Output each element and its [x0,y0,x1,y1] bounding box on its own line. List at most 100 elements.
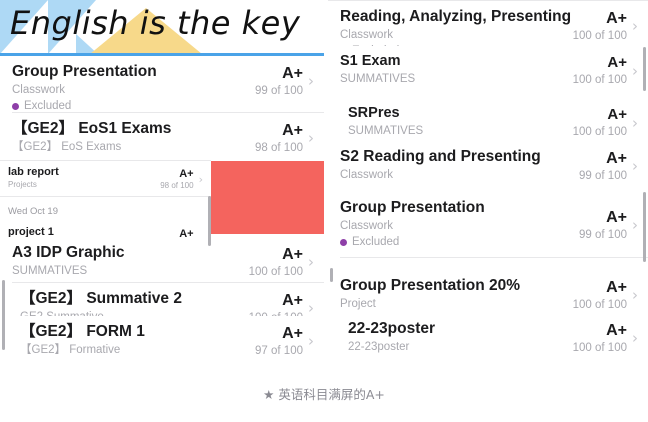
assignment-excluded: Excluded [340,235,559,249]
assignment-info: 【GE2】 Summative 2 GE2 Summative [20,290,235,318]
assignment-category: SUMMATIVES [340,72,416,85]
star-icon: ★ [263,387,275,402]
assignment-row[interactable]: 【GE2】 FORM 1 【GE2】 Formative A+ 97 of 10… [0,316,324,356]
assignment-row[interactable]: 22-23poster 22-23poster A+ 100 of 100 › [328,313,648,358]
chevron-right-icon[interactable]: › [308,129,314,148]
assignment-score: A+ 100 of 100 › [559,320,638,356]
right-column-scrollbar-3[interactable] [330,268,333,282]
assignment-score: A+ 100 of 100 › [235,244,314,280]
assignment-points: 100 of 100 [572,73,627,86]
right-panel-group-presentation: Group Presentation Classwork Excluded A+… [328,192,648,258]
chevron-right-icon[interactable]: › [198,173,203,187]
assignment-category: SUMMATIVES [12,264,88,277]
assignment-info: A3 IDP Graphic SUMMATIVES [12,244,235,278]
chevron-right-icon[interactable]: › [632,286,638,305]
assignment-points: 100 of 100 [572,341,627,354]
inset-scrollbar[interactable] [208,196,211,246]
assignment-category: Classwork [340,219,394,232]
assignment-title: Reading, Analyzing, Presenting [340,8,572,25]
assignment-row[interactable]: 【GE2】 EoS1 Exams 【GE2】 EoS Exams A+ 98 o… [0,113,324,160]
assignment-score: A+ 99 of 100 › [235,63,314,99]
assignment-info: Group Presentation 20% Project [340,277,559,311]
chevron-right-icon[interactable]: › [308,332,314,351]
assignment-points: 98 of 100 [160,181,194,191]
inset-panel-lab-report: lab report Projects A+ 98 of 100 › [0,160,211,205]
grade-wrap: A+ 100 of 100 [559,10,627,44]
assignment-score: A+ 98 of 100 › [235,120,314,156]
assignment-points: 98 of 100 [255,141,303,154]
right-panel-s2-reading: S2 Reading and Presenting Classwork A+ 9… [328,141,648,185]
assignment-grade: A+ [282,325,303,342]
banner-baseline [0,53,324,56]
row-divider [0,196,211,198]
assignment-title: Group Presentation [340,199,485,216]
assignment-grade: A+ [282,246,303,263]
assignment-row[interactable]: S1 Exam SUMMATIVES A+ 100 of 100 › [328,46,648,91]
excluded-label: Excluded [24,100,72,112]
red-color-block [211,161,324,234]
assignment-grade: A+ [606,279,627,296]
banner-title: English is the key [10,4,301,42]
assignment-category: 22-23poster [348,340,410,353]
right-column-scrollbar-2[interactable] [643,192,646,262]
assignment-points: 100 of 100 [248,265,303,278]
assignment-grade: A+ [282,292,303,309]
chevron-right-icon[interactable]: › [632,61,638,80]
assignment-excluded: Excluded [12,99,235,112]
assignment-row[interactable]: Group Presentation Classwork Excluded A+… [328,192,648,257]
chevron-right-icon[interactable]: › [308,72,314,91]
left-panel-a3-idp-graphic: A3 IDP Graphic SUMMATIVES A+ 100 of 100 … [0,237,324,282]
chevron-right-icon[interactable]: › [632,17,638,36]
assignment-title: 【GE2】 FORM 1 [20,323,145,340]
assignment-row[interactable]: S2 Reading and Presenting Classwork A+ 9… [328,141,648,185]
assignment-title: S1 Exam [340,53,401,69]
assignment-title: lab report [8,166,59,178]
assignment-row[interactable]: Group Presentation 20% Project A+ 100 of… [328,270,648,312]
excluded-dot-icon [340,238,347,246]
chevron-right-icon[interactable]: › [632,216,638,235]
assignment-score: A+ 100 of 100 › [559,277,638,312]
assignment-category: 【GE2】 Formative [20,343,121,356]
row-divider [12,282,324,283]
assignment-row[interactable]: SRPres SUMMATIVES A+ 100 of 100 › [328,98,648,144]
chevron-right-icon[interactable]: › [632,113,638,132]
left-column-scrollbar[interactable] [2,280,5,350]
assignment-title: A3 IDP Graphic [12,244,125,261]
caption-text: 英语科目满屏的A+ [278,387,385,402]
assignment-title: 22-23poster [348,320,436,337]
assignment-score: A+ 100 of 100 › [559,8,638,44]
assignment-category: Classwork [340,28,394,41]
assignment-row[interactable]: Group Presentation Classwork Excluded A+… [0,56,324,112]
right-column-scrollbar-1[interactable] [643,47,646,91]
grade-wrap: A+ 99 of 100 [235,65,303,99]
assignment-grade: A+ [607,106,627,123]
assignment-info: S2 Reading and Presenting Classwork [340,148,559,182]
assignment-grade: A+ [606,209,627,226]
assignment-info: 22-23poster 22-23poster [348,320,559,354]
chevron-right-icon[interactable]: › [308,299,314,318]
assignment-points: 99 of 100 [579,169,627,182]
banner-light-blue-triangle-1 [0,0,48,54]
assignment-points: 99 of 100 [255,84,303,97]
assignment-row[interactable]: Reading, Analyzing, Presenting Classwork… [328,1,648,51]
assignment-info: Reading, Analyzing, Presenting Classwork… [340,8,572,51]
left-panel-group-presentation: Group Presentation Classwork Excluded A+… [0,56,324,112]
excluded-dot-icon [12,102,19,110]
left-panel-form-1: 【GE2】 FORM 1 【GE2】 Formative A+ 97 of 10… [0,316,324,356]
grade-wrap: A+ 100 of 100 [235,292,303,318]
assignment-category: Projects [8,179,37,189]
chevron-right-icon[interactable]: › [632,157,638,176]
chevron-right-icon[interactable]: › [308,253,314,272]
assignment-score: A+ 99 of 100 › [559,148,638,184]
assignment-row[interactable]: lab report Projects A+ 98 of 100 › [0,161,211,197]
assignment-row[interactable]: A3 IDP Graphic SUMMATIVES A+ 100 of 100 … [0,237,324,282]
assignment-info: 【GE2】 FORM 1 【GE2】 Formative [20,323,235,356]
grade-wrap: A+ 97 of 100 [235,325,303,356]
left-panel-eos1-exams: 【GE2】 EoS1 Exams 【GE2】 EoS Exams A+ 98 o… [0,112,324,160]
assignment-grade: A+ [606,150,627,167]
assignment-category: Classwork [12,83,66,96]
chevron-right-icon[interactable]: › [632,329,638,348]
assignment-score: A+ 99 of 100 › [559,199,638,243]
assignment-row[interactable]: 【GE2】 Summative 2 GE2 Summative A+ 100 o… [0,283,324,318]
assignment-points: 100 of 100 [572,29,627,42]
